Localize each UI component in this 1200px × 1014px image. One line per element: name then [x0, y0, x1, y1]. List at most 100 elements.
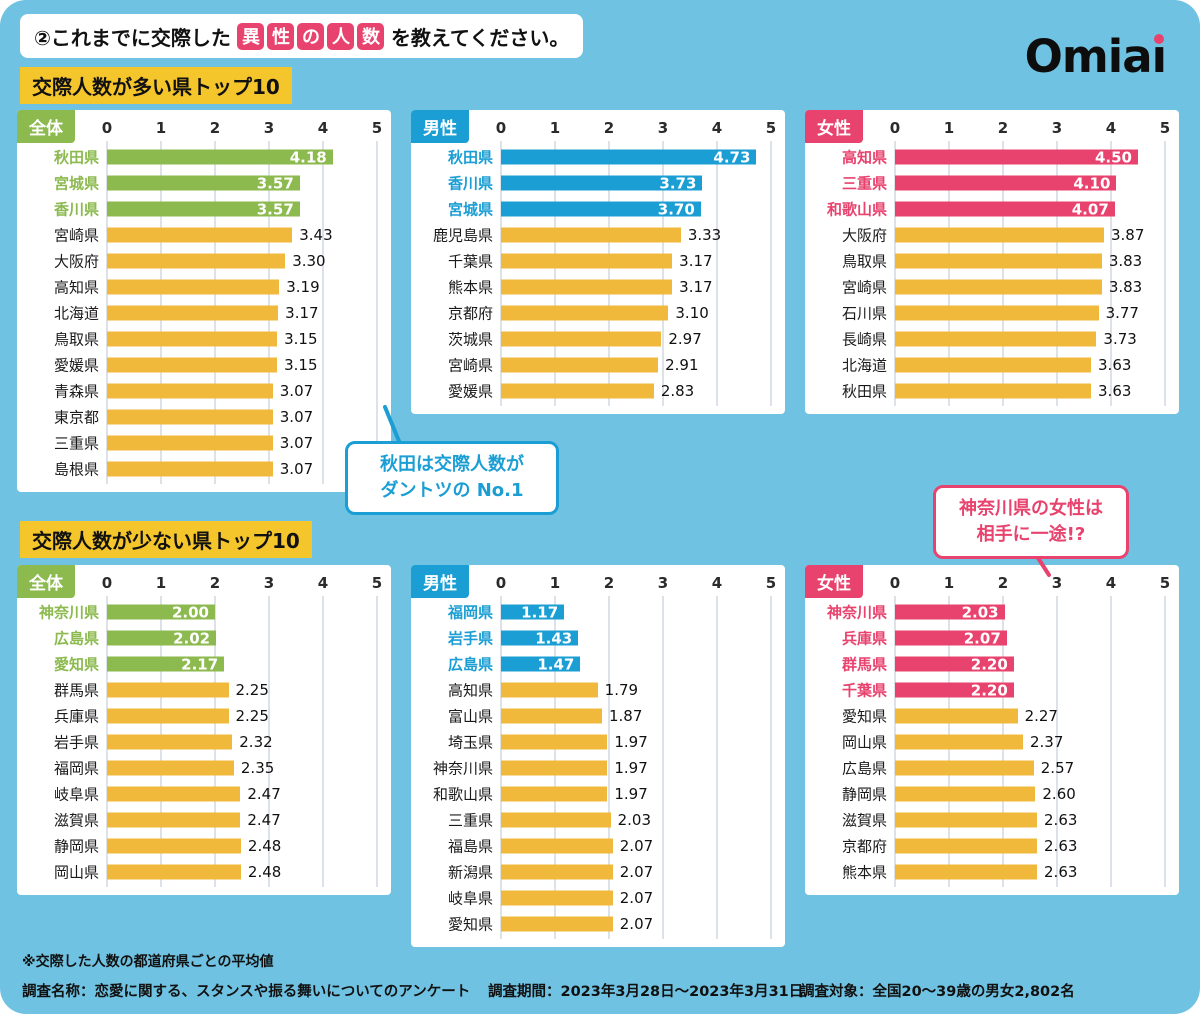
bar-label: 千葉県 [447, 252, 493, 271]
bar-row: 愛媛県 2.83 [411, 378, 785, 404]
gridline [608, 141, 610, 406]
bar-row: 岐阜県 2.47 [17, 781, 391, 807]
bar-row: 宮崎県 3.43 [17, 222, 391, 248]
bar-value: 3.87 [1110, 226, 1145, 244]
bar [107, 357, 278, 373]
axis-tick: 1 [943, 119, 955, 137]
panel-tag-most-female: 女性 [805, 110, 863, 143]
bar-value: 2.07 [619, 915, 654, 933]
gridline [500, 141, 502, 406]
bar [895, 864, 1038, 880]
bar-value: 2.32 [239, 733, 273, 751]
axis-tick: 2 [997, 574, 1009, 592]
panels-row-most: 全体 0 1 2 3 4 5 秋田県 4.18 宮城県 3.57 香川県 3.57 宮崎県 3.43 大阪府 3… [17, 110, 1179, 492]
bar-row: 大阪府 3.30 [17, 248, 391, 274]
bar-label: 埼玉県 [447, 733, 493, 752]
bar-row: 岡山県 2.37 [805, 729, 1179, 755]
bar-row: 香川県 3.73 [411, 170, 785, 196]
gridline [1110, 596, 1112, 887]
bar [501, 760, 608, 776]
bar-row: 岡山県 2.48 [17, 859, 391, 885]
bar-label: 茨城県 [447, 330, 493, 349]
bar [107, 305, 279, 321]
bar-label: 熊本県 [447, 278, 493, 297]
bar-value: 3.07 [279, 434, 314, 452]
bar-label: 神奈川県 [432, 759, 493, 778]
bar-row: 神奈川県 2.03 [805, 599, 1179, 625]
gridline [376, 596, 378, 887]
bar-row: 東京都 3.07 [17, 404, 391, 430]
bar-label: 香川県 [53, 200, 99, 219]
bar-row: 秋田県 4.18 [17, 144, 391, 170]
gridline [322, 141, 324, 484]
bar-label: 三重県 [447, 811, 493, 830]
bar [107, 708, 229, 724]
bar [501, 864, 613, 880]
gridline [322, 596, 324, 887]
bar-row: 石川県 3.77 [805, 300, 1179, 326]
bar-row: 茨城県 2.97 [411, 326, 785, 352]
callout-kanagawa-line2: 相手に一途!? [976, 524, 1086, 546]
bar-label: 広島県 [447, 655, 493, 674]
axis-tick: 5 [765, 119, 777, 137]
panel-tag-least-overall: 全体 [17, 565, 75, 598]
gridline [770, 596, 772, 939]
bar-value: 3.10 [675, 304, 709, 322]
bar [895, 838, 1038, 854]
bar [895, 279, 1102, 295]
bar-label: 宮城県 [447, 200, 493, 219]
bar-value: 1.43 [535, 629, 573, 647]
bar: 4.07 [895, 200, 1115, 218]
bar-row: 兵庫県 2.07 [805, 625, 1179, 651]
footer-survey-period: 調査期間：2023年3月28日～2023年3月31日 [488, 984, 804, 1000]
bar: 4.73 [501, 148, 757, 166]
bar-label: 和歌山県 [432, 785, 493, 804]
axis-tick: 0 [495, 119, 507, 137]
bar [895, 734, 1023, 750]
callout-akita-line2: ダントツの No.1 [380, 480, 524, 502]
bar-value: 3.57 [256, 174, 294, 192]
bar [895, 227, 1104, 243]
axis-tick: 4 [317, 574, 329, 592]
bar: 2.03 [895, 603, 1005, 621]
bar-row: 北海道 3.63 [805, 352, 1179, 378]
bar [895, 331, 1097, 347]
bar-row: 愛知県 2.27 [805, 703, 1179, 729]
bar-label: 福岡県 [53, 759, 99, 778]
axis-tick: 0 [101, 574, 113, 592]
bar-label: 長崎県 [841, 330, 887, 349]
omiai-logo-pink-dot-icon [1153, 34, 1164, 44]
bar-label: 滋賀県 [53, 811, 99, 830]
bar-value: 4.18 [289, 148, 327, 166]
bar: 1.43 [501, 629, 579, 647]
axis-tick: 3 [1051, 574, 1063, 592]
gridline [662, 596, 664, 939]
bar [107, 253, 286, 269]
bar-row: 福島県 2.07 [411, 833, 785, 859]
bar-value: 2.02 [173, 629, 211, 647]
bar-value: 3.43 [299, 226, 333, 244]
bar-row: 和歌山県 4.07 [805, 196, 1179, 222]
bar [895, 357, 1092, 373]
bar-label: 秋田県 [53, 148, 99, 167]
bar-label: 千葉県 [841, 681, 887, 700]
chart-panel-least-male: 男性 0 1 2 3 4 5 福岡県 1.17 岩手県 1.43 広島県 1.47 高知県 1.79 富山県 1… [411, 565, 785, 947]
callout-kanagawa-line1: 神奈川県の女性は [959, 498, 1103, 519]
axis-tick: 3 [263, 119, 275, 137]
bar [895, 786, 1036, 802]
axis-tick: 1 [155, 574, 167, 592]
bar-row: 神奈川県 2.00 [17, 599, 391, 625]
bar-row: 新潟県 2.07 [411, 859, 785, 885]
gridline [1056, 596, 1058, 887]
bar-label: 宮崎県 [53, 226, 99, 245]
bar-label: 北海道 [53, 304, 99, 323]
axis-tick: 3 [1051, 119, 1063, 137]
footer-survey-subjects: 調査対象：全国20～39歳の男女2,802名 [800, 984, 1075, 1000]
chart-panel-most-male: 男性 0 1 2 3 4 5 秋田県 4.73 香川県 3.73 宮城県 3.70 鹿児島県 3.33 千葉県… [411, 110, 785, 414]
plot-most-male: 0 1 2 3 4 5 秋田県 4.73 香川県 3.73 宮城県 3.70 鹿児島県 3.33 千葉県 3.… [411, 110, 785, 414]
bar [107, 734, 233, 750]
bar-label: 三重県 [841, 174, 887, 193]
bar-label: 群馬県 [53, 681, 99, 700]
highlight-char: 異 [237, 22, 265, 50]
bar: 4.18 [107, 148, 333, 166]
